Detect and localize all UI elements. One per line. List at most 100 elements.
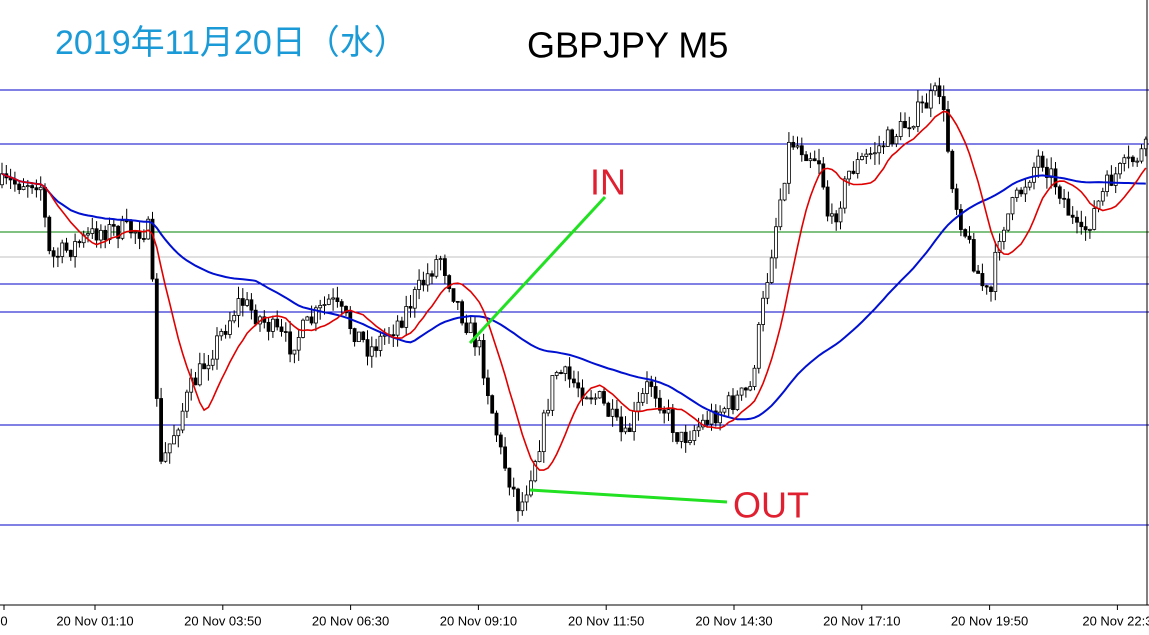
candle-body <box>99 229 103 241</box>
candle-body <box>430 273 434 277</box>
x-tick-label: 20 Nov 03:50 <box>184 613 261 628</box>
candle-body <box>369 346 374 357</box>
candle-body <box>313 307 318 324</box>
candle-body <box>215 335 219 360</box>
candle-body <box>1006 213 1011 231</box>
candle-body <box>331 297 336 300</box>
candle-body <box>322 304 327 306</box>
candle-body <box>503 446 508 469</box>
candle-body <box>120 220 125 239</box>
candle-body <box>761 297 765 325</box>
candle-body <box>524 494 529 503</box>
candle-body <box>223 331 228 335</box>
candle-body <box>696 426 701 432</box>
x-tick-label: 0 <box>0 613 7 628</box>
candle-body <box>735 394 740 410</box>
candle-body <box>12 179 17 185</box>
candle-body <box>172 435 176 445</box>
candle-body <box>1002 229 1006 242</box>
candle-body <box>636 401 641 412</box>
candle-body <box>176 429 181 437</box>
candle-body <box>421 279 426 286</box>
candle-body <box>516 488 520 512</box>
candle-body <box>477 340 482 348</box>
candle-body <box>455 300 460 303</box>
candle-body <box>1118 163 1122 175</box>
candle-body <box>976 270 980 274</box>
candle-body <box>468 322 473 334</box>
candle-body <box>546 409 550 414</box>
candle-body <box>150 218 155 280</box>
candle-body <box>0 173 4 186</box>
candle-body <box>511 486 516 490</box>
candle-body <box>533 461 538 482</box>
candle-body <box>1036 155 1041 168</box>
candle-body <box>623 427 628 433</box>
candle-body <box>301 319 305 338</box>
candle-body <box>1027 181 1032 188</box>
candle-body <box>804 154 808 162</box>
candle-body <box>873 152 877 155</box>
symbol-title: GBPJPY M5 <box>527 25 728 66</box>
candle-body <box>808 158 813 162</box>
candle-body <box>399 320 404 328</box>
moving-average-fast <box>1 110 1147 471</box>
candle-body <box>520 501 525 512</box>
candle-body <box>851 170 856 174</box>
candle-body <box>632 410 636 433</box>
candle-body <box>275 318 280 328</box>
candle-body <box>1070 214 1075 218</box>
candle-body <box>890 129 894 145</box>
candle-body <box>885 129 890 147</box>
candle-body <box>993 251 998 292</box>
candle-body <box>352 328 357 343</box>
date-title: 2019年11月20日（水） <box>55 24 408 62</box>
candle-body <box>615 408 619 418</box>
candle-body <box>395 320 400 336</box>
candle-body <box>812 158 817 162</box>
candle-body <box>864 153 869 157</box>
candle-body <box>610 408 615 417</box>
candle-body <box>928 90 933 109</box>
candle-body <box>989 286 993 292</box>
candle-body <box>787 141 791 184</box>
candle-body <box>946 109 950 152</box>
entry-arrow-line <box>468 195 607 345</box>
candle-body <box>305 316 310 321</box>
candle-body <box>589 397 593 400</box>
candle-body <box>627 427 632 433</box>
candle-body <box>924 102 929 109</box>
candle-body <box>365 339 370 357</box>
candle-body <box>1049 168 1054 178</box>
candle-body <box>1014 189 1019 198</box>
candle-body <box>559 372 563 374</box>
candle-body <box>1010 197 1015 215</box>
candle-body <box>731 395 735 410</box>
candle-body <box>860 155 864 160</box>
x-tick-label: 20 Nov 14:30 <box>695 613 772 628</box>
candle-body <box>692 430 697 441</box>
candle-body <box>774 226 778 259</box>
candle-body <box>541 412 546 453</box>
candle-body <box>270 318 275 332</box>
candle-body <box>847 170 851 180</box>
candle-body <box>584 397 589 400</box>
candle-body <box>111 224 116 227</box>
candle-body <box>73 241 77 257</box>
candle-body <box>43 186 47 218</box>
candle-body <box>1139 148 1144 162</box>
candle-body <box>1079 221 1084 228</box>
candle-body <box>726 395 731 410</box>
candle-body <box>653 386 658 399</box>
candle-body <box>675 432 679 442</box>
candle-body <box>722 408 727 413</box>
candle-body <box>1122 157 1127 164</box>
candle-body <box>645 381 649 394</box>
candle-body <box>868 153 873 156</box>
candle-body <box>821 163 826 188</box>
candle-body <box>206 364 211 370</box>
candle-body <box>193 377 198 386</box>
candle-body <box>77 241 82 244</box>
candle-body <box>361 331 366 340</box>
